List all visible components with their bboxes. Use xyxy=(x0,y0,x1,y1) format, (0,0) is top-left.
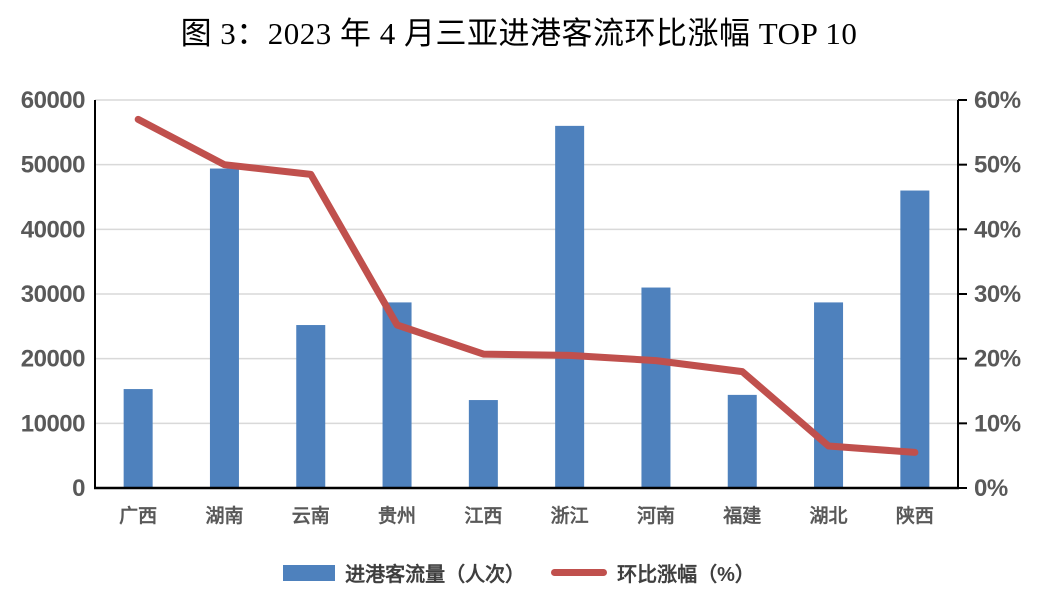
right-axis-tick-label: 40% xyxy=(974,216,1021,243)
left-axis-tick-label: 60000 xyxy=(21,87,85,114)
bar-广西 xyxy=(123,389,153,488)
left-axis-tick-label: 10000 xyxy=(21,410,85,437)
bar-云南 xyxy=(296,325,326,488)
right-axis-tick-label: 30% xyxy=(974,281,1021,308)
line-series-swatch xyxy=(551,569,608,576)
legend-item-growth-rate: 环比涨幅（%） xyxy=(551,558,755,587)
left-axis-tick-label: 50000 xyxy=(21,152,85,179)
chart-legend: 进港客流量（人次） 环比涨幅（%） xyxy=(0,558,1038,587)
right-axis-tick-label: 20% xyxy=(974,346,1021,373)
bar-福建 xyxy=(727,394,757,488)
legend-item-passenger-volume: 进港客流量（人次） xyxy=(283,558,525,587)
bar-series-label: 进港客流量（人次） xyxy=(345,564,526,586)
left-axis-tick-label: 40000 xyxy=(21,216,85,243)
category-label-河南: 河南 xyxy=(637,505,675,527)
category-label-福建: 福建 xyxy=(722,504,761,527)
bar-湖南 xyxy=(209,168,239,488)
left-axis-tick-label: 30000 xyxy=(21,281,85,308)
left-axis-tick-label: 0 xyxy=(72,475,85,502)
category-label-云南: 云南 xyxy=(292,505,330,527)
right-axis-tick-label: 10% xyxy=(974,410,1021,437)
right-axis-tick-label: 60% xyxy=(974,87,1021,114)
right-axis-tick-label: 50% xyxy=(974,152,1021,179)
chart-title: 图 3：2023 年 4 月三亚进港客流环比涨幅 TOP 10 xyxy=(180,16,858,51)
trend-line xyxy=(134,115,919,456)
bar-series-swatch xyxy=(283,564,336,581)
category-label-浙江: 浙江 xyxy=(551,504,589,527)
bar-江西 xyxy=(468,400,498,488)
category-label-贵州: 贵州 xyxy=(378,505,416,527)
bar-浙江 xyxy=(555,125,585,488)
category-label-陕西: 陕西 xyxy=(896,504,934,527)
left-axis-tick-label: 20000 xyxy=(21,346,85,373)
bar-陕西 xyxy=(900,190,930,489)
line-series-label: 环比涨幅（%） xyxy=(617,564,755,586)
category-label-江西: 江西 xyxy=(464,505,502,527)
right-axis-tick-label: 0% xyxy=(974,475,1008,502)
category-label-湖北: 湖北 xyxy=(810,505,848,527)
category-label-广西: 广西 xyxy=(119,504,157,527)
bar-贵州 xyxy=(382,302,412,488)
bar-湖北 xyxy=(814,302,844,488)
bar-河南 xyxy=(641,287,671,488)
category-label-湖南: 湖南 xyxy=(205,505,243,527)
